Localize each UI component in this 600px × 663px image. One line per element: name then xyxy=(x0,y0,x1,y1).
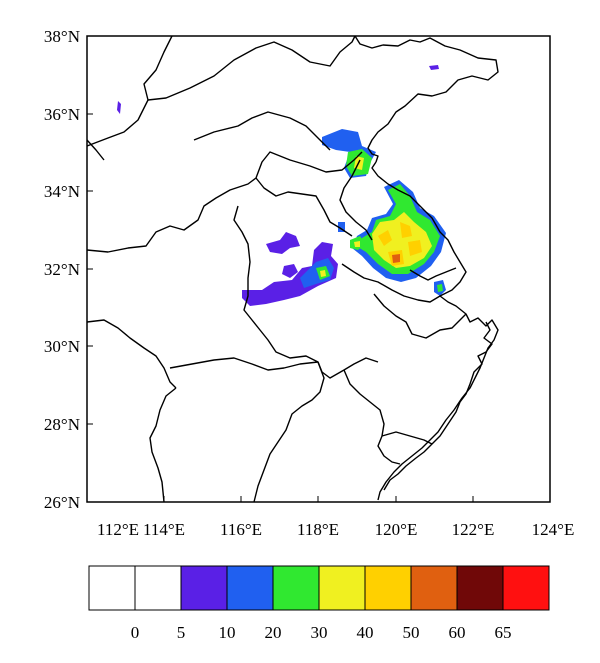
precip-orange-jiangsu-b xyxy=(400,222,412,238)
boundaries xyxy=(86,35,499,503)
precip-yellow-anhui xyxy=(320,270,326,277)
coastline-north xyxy=(354,35,499,163)
lat-label: 30°N xyxy=(44,337,80,356)
precip-contours xyxy=(117,65,446,306)
legend-swatch xyxy=(88,565,136,611)
boundary-16 xyxy=(409,267,457,281)
legend-swatch xyxy=(272,565,320,611)
coastline-east xyxy=(371,161,499,501)
legend-swatch xyxy=(410,565,458,611)
legend-swatch xyxy=(180,565,228,611)
precip-cell-anhui xyxy=(242,242,338,306)
axis-ticks xyxy=(86,35,551,503)
legend-label: 5 xyxy=(177,623,186,642)
lat-label: 32°N xyxy=(44,260,80,279)
precip-cell-anhui-mid xyxy=(282,264,298,278)
lon-label: 122°E xyxy=(452,520,495,539)
lon-label: 118°E xyxy=(297,520,339,539)
legend-label: 60 xyxy=(449,623,466,642)
legend-label: 65 xyxy=(495,623,512,642)
lon-label: 116°E xyxy=(220,520,262,539)
precip-cell-anhui-north xyxy=(266,232,300,254)
lon-label: 114°E xyxy=(143,520,185,539)
coastline-islands xyxy=(383,321,493,491)
precip-cell-northeast xyxy=(429,65,439,70)
precip-cell-shanghai-core xyxy=(437,284,443,292)
lon-label: 120°E xyxy=(375,520,418,539)
precip-blue-anhui xyxy=(300,258,334,288)
boundary-5 xyxy=(255,177,353,237)
boundary-7 xyxy=(341,263,441,303)
legend-label: 20 xyxy=(265,623,282,642)
legend-label: 40 xyxy=(357,623,374,642)
precip-yellow-jiangsu xyxy=(372,212,432,268)
boundary-3 xyxy=(86,151,363,253)
boundary-14 xyxy=(381,431,433,445)
legend-swatch xyxy=(226,565,274,611)
lat-label: 26°N xyxy=(44,493,80,512)
precip-orange-jiangsu-c xyxy=(408,240,422,256)
legend-label: 50 xyxy=(403,623,420,642)
legend-label: 0 xyxy=(131,623,140,642)
boundary-11 xyxy=(169,357,319,371)
lat-label: 36°N xyxy=(44,105,80,124)
precip-cell-west-jiangsu-core xyxy=(354,241,360,247)
legend-swatch xyxy=(502,565,550,611)
color-legend xyxy=(88,565,550,611)
boundary-9 xyxy=(86,319,177,389)
boundary-4 xyxy=(193,111,331,151)
lon-label: 112°E xyxy=(97,520,139,539)
boundary-2 xyxy=(147,35,356,101)
legend-swatch xyxy=(364,565,412,611)
precip-orange-jiangsu-a xyxy=(378,230,392,246)
boundary-6 xyxy=(233,205,379,379)
legend-swatch xyxy=(318,565,366,611)
legend-swatch xyxy=(456,565,504,611)
legend-label: 30 xyxy=(311,623,328,642)
legend-label: 10 xyxy=(219,623,236,642)
lat-label: 34°N xyxy=(44,182,80,201)
latitude-labels: 38°N 36°N 34°N 32°N 30°N 28°N 26°N xyxy=(44,27,80,512)
boundary-13 xyxy=(343,369,401,465)
boundary-12 xyxy=(253,361,325,503)
longitude-labels: 112°E 114°E 116°E 118°E 120°E 122°E 124°… xyxy=(97,520,574,539)
lat-label: 38°N xyxy=(44,27,80,46)
boundary-8 xyxy=(373,293,467,339)
legend-labels: 0 5 10 20 30 40 50 60 65 xyxy=(131,623,512,642)
lat-label: 28°N xyxy=(44,415,80,434)
boundary-10 xyxy=(149,387,177,503)
precip-red-orange-jiangsu xyxy=(392,254,400,263)
precip-cell-northwest xyxy=(117,101,121,114)
lon-label: 124°E xyxy=(532,520,575,539)
boundary-17 xyxy=(86,139,105,161)
boundary-15 xyxy=(339,159,373,241)
legend-swatch xyxy=(134,565,182,611)
